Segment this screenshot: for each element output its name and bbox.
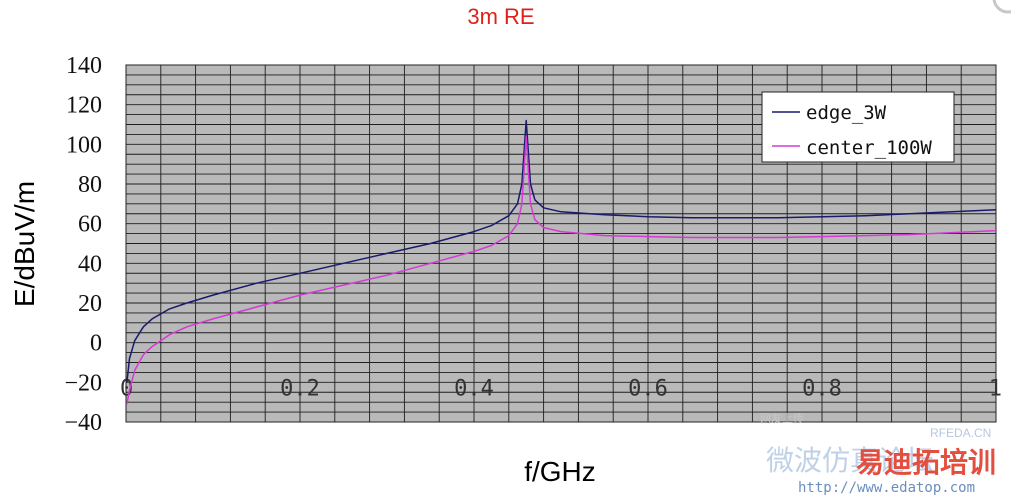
x-tick-label: 0.2 (280, 376, 320, 401)
series-line-center-100w (126, 135, 997, 405)
y-tick-label: 80 (78, 172, 102, 198)
legend-label-center-100w: center_100W (806, 137, 932, 159)
legend-label-edge-3w: edge_3W (806, 102, 887, 124)
watermark-brand: 易迪拓培训 (856, 446, 996, 479)
y-tick-label: −20 (64, 370, 102, 396)
x-axis-label: f/GHz (524, 456, 596, 487)
series-lines (126, 119, 997, 405)
y-tick-label: 0 (90, 331, 102, 357)
x-tick-label: 0.6 (628, 376, 668, 401)
series-line-edge-3w (126, 119, 997, 383)
magnifier-icon (992, 0, 1011, 14)
watermark-tagline: 网友上传 (760, 411, 804, 425)
y-tick-label: 140 (66, 53, 102, 79)
y-axis-ticks: −40 −20 0 20 40 60 80 100 120 140 (64, 53, 102, 436)
legend: edge_3W center_100W (761, 91, 955, 163)
y-tick-label: 60 (78, 212, 102, 238)
x-tick-label: 1 (989, 376, 1002, 401)
watermark-url: http://www.edatop.com (798, 480, 975, 496)
y-tick-label: 100 (66, 132, 102, 158)
y-tick-label: 40 (78, 251, 102, 277)
watermark-rfeda: RFEDA.CN (930, 426, 991, 440)
y-tick-label: 20 (78, 291, 102, 317)
y-axis-label: E/dBuV/m (9, 181, 40, 307)
x-tick-label: 0 (120, 376, 133, 401)
y-tick-label: 120 (66, 93, 102, 119)
watermark: 网友上传 RFEDA.CN 微波仿真论坛 易迪拓培训 http://www.ed… (760, 411, 996, 496)
x-axis-ticks: 0 0.2 0.4 0.6 0.8 1 (120, 376, 1002, 401)
x-tick-label: 0.4 (454, 376, 494, 401)
y-tick-label: −40 (64, 410, 102, 436)
chart-title: 3m RE (467, 4, 534, 29)
watermark-cn-text: 微波仿真论坛 (766, 444, 934, 477)
x-tick-label: 0.8 (802, 376, 842, 401)
